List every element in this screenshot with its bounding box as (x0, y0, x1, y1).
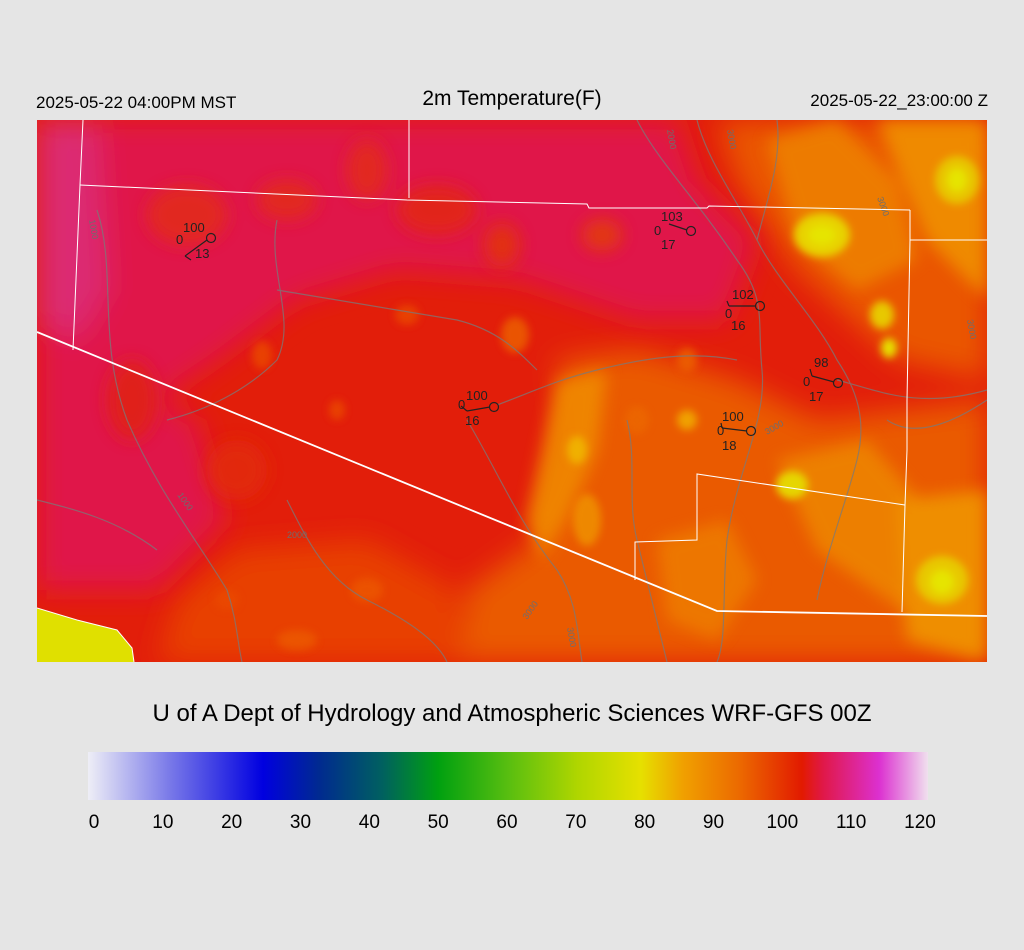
colorbar (88, 752, 928, 800)
station-temp: 98 (814, 355, 828, 370)
station-dewpoint: 13 (195, 246, 209, 261)
elevation-label: 3000 (965, 319, 978, 340)
station-wind: 0 (803, 374, 810, 389)
temperature-map-svg: 1000 1000 2000 2000 3000 3000 3000 3000 … (37, 120, 987, 662)
temperature-map[interactable]: 1000 1000 2000 2000 3000 3000 3000 3000 … (37, 120, 987, 662)
station-wind: 0 (176, 232, 183, 247)
colorbar-tick-label: 100 (766, 812, 799, 833)
colorbar-tick-label: 70 (565, 812, 587, 833)
station-plot[interactable]: 103 0 17 (654, 209, 697, 252)
station-dewpoint: 16 (465, 413, 479, 428)
elevation-label: 3000 (565, 627, 578, 648)
station-temp: 100 (722, 409, 744, 424)
utc-time-label: 2025-05-22_23:00:00 Z (810, 91, 988, 110)
cool-corner-southwest (37, 608, 134, 662)
elevation-label: 1000 (87, 219, 100, 240)
station-plot[interactable]: 100 0 13 (176, 220, 217, 261)
temperature-field-red-blotches (107, 140, 622, 500)
colorbar-tick-label: 20 (221, 812, 243, 833)
station-plot[interactable]: 98 0 17 (803, 355, 844, 404)
colorbar-tick-label: 0 (88, 812, 100, 833)
station-temp: 102 (732, 287, 754, 302)
station-plot[interactable]: 100 0 18 (717, 409, 757, 453)
colorbar-tick-label: 80 (634, 812, 656, 833)
model-credit: U of A Dept of Hydrology and Atmospheric… (152, 700, 872, 727)
temperature-field-magenta (37, 120, 757, 590)
station-wind: 0 (717, 423, 724, 438)
station-dewpoint: 16 (731, 318, 745, 333)
international-border (37, 331, 987, 617)
station-wind: 0 (725, 306, 732, 321)
colorbar-tick-label: 40 (358, 812, 380, 833)
station-temp: 100 (183, 220, 205, 235)
elevation-label: 2000 (665, 129, 678, 150)
colorbar-tick-label: 90 (702, 812, 725, 833)
station-wind: 0 (458, 397, 465, 412)
station-temp: 103 (661, 209, 683, 224)
colorbar-tick-label: 60 (496, 812, 518, 833)
station-dewpoint: 17 (661, 237, 675, 252)
colorbar-tick-label: 10 (152, 812, 174, 833)
colorbar-tick-label: 120 (904, 812, 936, 833)
elevation-contours (37, 120, 987, 662)
temperature-field-yellow (567, 156, 979, 604)
station-dewpoint: 18 (722, 438, 736, 453)
elevation-label: 3000 (725, 129, 738, 150)
colorbar-tick-labels: 0 10 20 30 40 50 60 70 80 90 100 110 120 (0, 812, 1024, 838)
station-dewpoint: 17 (809, 389, 823, 404)
county-boundaries (37, 120, 987, 662)
station-temp: 100 (466, 388, 488, 403)
map-title: 2m Temperature(F) (422, 87, 602, 110)
colorbar-tick-label: 30 (289, 812, 312, 833)
local-time-label: 2025-05-22 04:00PM MST (36, 93, 237, 112)
colorbar-tick-label: 50 (427, 812, 449, 833)
elevation-label: 2000 (287, 530, 307, 540)
station-wind: 0 (654, 223, 661, 238)
colorbar-tick-label: 110 (836, 812, 867, 833)
station-plot[interactable]: 102 0 16 (725, 287, 766, 333)
station-plot[interactable]: 100 0 16 (458, 388, 500, 428)
